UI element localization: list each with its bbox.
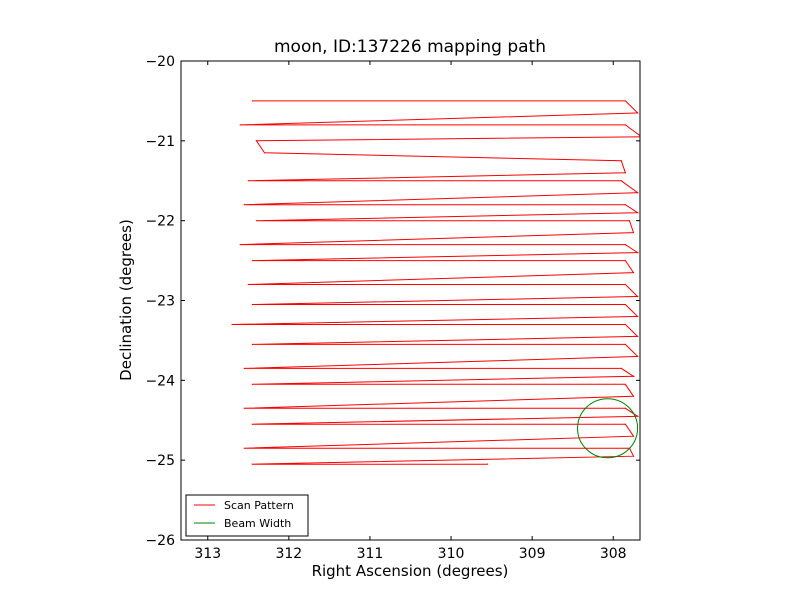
- scan-point-32: [624, 323, 627, 326]
- scan-point-37: [243, 367, 245, 369]
- scan-point-20: [624, 244, 627, 246]
- scan-point-36: [636, 355, 639, 357]
- legend-label-scan: Scan Pattern: [224, 499, 294, 512]
- x-tick-label: 312: [275, 546, 302, 562]
- scan-point-22: [251, 259, 253, 262]
- scan-point-19: [239, 244, 241, 246]
- plot-area: [231, 100, 642, 465]
- scan-point-46: [251, 423, 253, 425]
- scan-point-48: [632, 435, 635, 437]
- scan-point-29: [624, 303, 627, 306]
- y-tick-label: −22: [145, 214, 175, 230]
- y-tick-label: −25: [145, 453, 175, 469]
- axes-frame: [180, 60, 641, 541]
- ticks: 313 312 311 310 309 308 −20 −21 −22 −23 −24 −25 −26: [145, 54, 640, 562]
- scan-point-10: [247, 180, 249, 182]
- x-tick-label: 308: [600, 546, 627, 562]
- scan-point-34: [251, 343, 253, 346]
- scan-point-13: [243, 204, 245, 206]
- y-axis-label: Declination (degrees): [117, 219, 135, 381]
- scan-point-44: [624, 407, 627, 409]
- scan-point-45: [636, 415, 639, 417]
- scan-point-26: [624, 283, 627, 286]
- scan-point-12: [636, 192, 639, 194]
- scan-point-24: [632, 271, 635, 274]
- scan-point-47: [624, 423, 627, 425]
- y-tick-label: −24: [145, 373, 175, 389]
- scan-pattern-line: [232, 100, 640, 465]
- scan-point-9: [624, 172, 627, 174]
- scan-point-3: [239, 124, 241, 126]
- y-tick-label: −23: [145, 294, 175, 310]
- scan-point-52: [251, 463, 253, 465]
- x-axis-label: Right Ascension (degrees): [312, 562, 509, 580]
- scan-point-4: [624, 124, 627, 126]
- scan-point-28: [251, 303, 253, 306]
- scan-point-5: [641, 136, 642, 137]
- scan-point-41: [624, 383, 627, 385]
- scan-point-49: [243, 447, 245, 449]
- scan-point-33: [636, 335, 639, 338]
- legend-box: [185, 494, 309, 537]
- scan-point-35: [624, 343, 627, 346]
- scan-point-11: [620, 180, 622, 182]
- scan-point-6: [255, 140, 258, 142]
- legend-label-beam: Beam Width: [224, 517, 291, 530]
- scan-point-18: [632, 232, 635, 234]
- chart-title: moon, ID:137226 mapping path: [274, 37, 546, 57]
- scan-point-30: [636, 315, 639, 318]
- y-tick-label: −26: [145, 533, 175, 549]
- x-tick-label: 309: [519, 546, 546, 562]
- scan-point-1: [624, 100, 627, 102]
- scan-point-17: [628, 220, 631, 222]
- scan-point-25: [247, 283, 249, 286]
- scan-point-39: [632, 375, 635, 377]
- legend: Scan Pattern Beam Width: [185, 494, 309, 537]
- beam-width-circle: [577, 398, 639, 459]
- x-tick-label: 311: [357, 546, 384, 562]
- scan-point-14: [624, 204, 627, 206]
- scan-point-27: [636, 295, 639, 298]
- scan-point-2: [636, 112, 639, 114]
- scan-point-51: [632, 455, 635, 457]
- scan-point-16: [255, 220, 258, 222]
- scan-point-31: [231, 323, 233, 326]
- scan-point-42: [632, 395, 635, 397]
- scan-point-43: [243, 407, 245, 409]
- scan-point-15: [636, 212, 639, 214]
- scan-point-7: [263, 152, 266, 154]
- y-tick-label: −21: [145, 134, 175, 150]
- x-tick-label: 310: [438, 546, 465, 562]
- scan-point-8: [620, 160, 622, 162]
- scan-point-40: [251, 383, 253, 385]
- y-tick-label: −20: [145, 54, 175, 70]
- scan-point-0: [251, 100, 253, 102]
- scan-point-38: [620, 367, 622, 369]
- scan-point-23: [624, 259, 627, 262]
- x-tick-label: 313: [194, 546, 221, 562]
- scan-point-21: [636, 252, 639, 254]
- scan-point-53: [486, 463, 489, 465]
